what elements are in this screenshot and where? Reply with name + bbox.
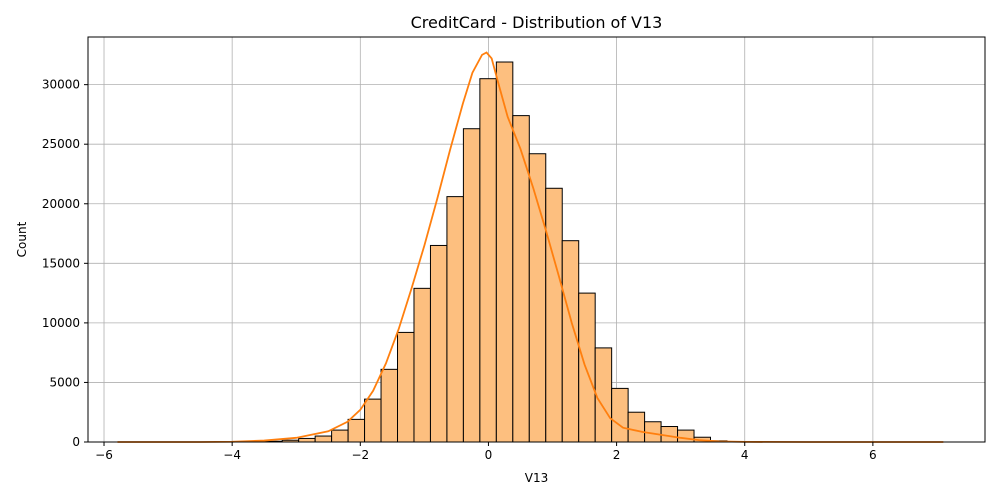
histogram-bar (462, 128, 481, 443)
histogram-bar (479, 78, 497, 443)
y-axis-label: Count (15, 221, 29, 257)
histogram-bars (248, 61, 744, 443)
histogram-bar (429, 244, 448, 443)
histogram-bar (561, 240, 580, 443)
y-tick-label: 20000 (42, 197, 80, 211)
histogram-bar (660, 426, 679, 443)
histogram-bar (594, 347, 613, 443)
y-tick-label: 10000 (42, 316, 80, 330)
histogram-bar (331, 429, 349, 443)
x-axis-label: V13 (525, 471, 548, 485)
histogram-bar (364, 398, 382, 443)
histogram-bar (512, 115, 530, 443)
histogram-bar (528, 153, 547, 443)
histogram-bar (347, 418, 366, 443)
x-tick-label: 4 (741, 448, 749, 462)
histogram-bar (495, 61, 514, 443)
y-axis-ticks: 0 5000 10000 15000 20000 25000 30000 (42, 78, 88, 449)
x-tick-label: 6 (869, 448, 877, 462)
x-tick-label: 2 (613, 448, 621, 462)
chart-title: CreditCard - Distribution of V13 (411, 13, 663, 32)
plot-frame (87, 36, 986, 443)
y-tick-label: 15000 (42, 256, 80, 270)
histogram-bar (397, 331, 415, 443)
histogram-bar (611, 387, 629, 443)
histogram-bar (545, 187, 563, 443)
y-tick-label: 5000 (49, 375, 80, 389)
grid (88, 37, 985, 443)
x-tick-label: 0 (485, 448, 493, 462)
histogram-bar (298, 437, 316, 443)
histogram-bar (380, 368, 399, 443)
kde-curve (117, 51, 944, 443)
histogram-bar (578, 292, 596, 443)
histogram-bar (314, 435, 333, 443)
x-tick-label: −6 (95, 448, 113, 462)
x-axis-ticks: −6 −4 −2 0 2 4 6 (95, 442, 877, 462)
x-tick-label: −2 (351, 448, 369, 462)
histogram-bar (627, 411, 646, 443)
histogram-bar (446, 196, 464, 443)
x-tick-label: −4 (223, 448, 241, 462)
y-tick-label: 0 (72, 435, 80, 449)
histogram-bar (677, 429, 695, 443)
histogram-bar (413, 287, 431, 443)
y-tick-label: 30000 (42, 78, 80, 92)
y-tick-label: 25000 (42, 137, 80, 151)
